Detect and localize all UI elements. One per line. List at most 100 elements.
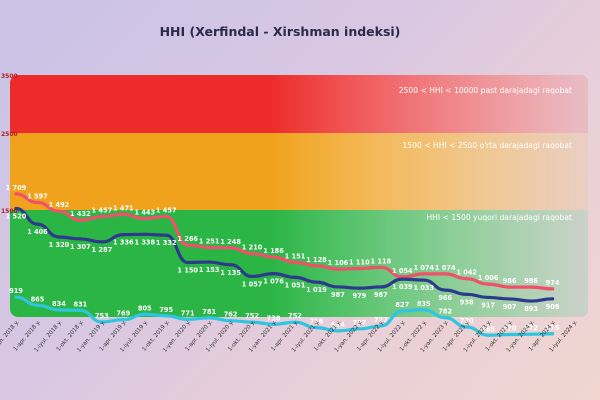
data-point xyxy=(14,295,18,299)
series-line-2 xyxy=(14,295,555,337)
data-label: 865 xyxy=(31,295,45,303)
data-point xyxy=(35,222,40,226)
data-label: 716 xyxy=(310,318,324,326)
data-label: 979 xyxy=(353,292,367,300)
data-label: 987 xyxy=(374,291,388,299)
data-point xyxy=(336,329,340,333)
data-label: 1 150 xyxy=(177,267,198,275)
data-point xyxy=(293,320,297,324)
data-point xyxy=(379,265,383,269)
data-label: 1 471 xyxy=(113,204,134,212)
data-point xyxy=(486,333,490,337)
data-point xyxy=(164,314,168,318)
data-point xyxy=(186,243,190,247)
data-point xyxy=(443,272,447,276)
data-label: 752 xyxy=(288,312,302,320)
data-point xyxy=(379,324,383,328)
data-point xyxy=(143,232,147,236)
data-label: 670 xyxy=(503,325,517,333)
data-point xyxy=(465,325,469,329)
data-point xyxy=(14,192,18,196)
data-label: 1 251 xyxy=(199,237,220,245)
data-point xyxy=(314,326,319,330)
data-point xyxy=(550,332,555,336)
data-point xyxy=(357,327,361,331)
data-label: 987 xyxy=(331,291,345,299)
data-point xyxy=(35,303,40,307)
data-label: 1 106 xyxy=(328,259,349,267)
data-label: 762 xyxy=(224,311,238,319)
data-label: 727 xyxy=(374,316,388,324)
data-label: 1 076 xyxy=(263,278,284,286)
data-point xyxy=(250,251,254,256)
data-point xyxy=(143,216,147,221)
data-label: 795 xyxy=(159,306,173,314)
data-point xyxy=(400,277,404,281)
data-label: 1 332 xyxy=(156,239,177,247)
data-label: 1 074 xyxy=(435,264,456,272)
data-point xyxy=(143,312,147,316)
data-point xyxy=(486,295,490,300)
data-label: 694 xyxy=(331,321,345,329)
data-point xyxy=(486,282,490,286)
data-point xyxy=(529,285,533,289)
data-label: 1 118 xyxy=(371,257,392,265)
data-point xyxy=(57,209,61,213)
data-point xyxy=(78,218,82,222)
data-label: 1 135 xyxy=(220,269,241,277)
data-point xyxy=(357,286,361,290)
data-point xyxy=(314,280,319,284)
data-point xyxy=(336,267,340,271)
data-point xyxy=(293,275,297,279)
data-point xyxy=(207,316,211,320)
data-label: 1 457 xyxy=(156,206,177,214)
data-label: 1 128 xyxy=(306,256,327,264)
data-point xyxy=(422,278,426,282)
data-point xyxy=(465,277,469,281)
data-label: 675 xyxy=(546,324,560,332)
data-label: 834 xyxy=(52,300,66,308)
data-label: 1 110 xyxy=(349,259,370,267)
data-label: 1 320 xyxy=(49,241,70,249)
data-label: 893 xyxy=(524,305,538,313)
data-point xyxy=(121,233,125,237)
chart-title: HHI (Xerfindal - Xirshman indeksi) xyxy=(159,24,401,39)
data-point xyxy=(443,316,447,320)
data-point xyxy=(57,235,61,239)
series-line-1 xyxy=(14,206,555,303)
data-point xyxy=(314,264,319,268)
data-label: 1 153 xyxy=(199,266,220,274)
plot-overlay xyxy=(10,75,588,317)
data-point xyxy=(121,318,125,322)
data-label: 1 597 xyxy=(27,193,48,201)
data-point xyxy=(271,255,276,259)
data-label: 1 520 xyxy=(6,212,27,220)
data-point xyxy=(250,274,254,279)
y-tick-label: 2500 xyxy=(1,131,18,138)
data-label: 1 432 xyxy=(70,210,91,218)
data-point xyxy=(508,332,512,337)
data-label: 1 210 xyxy=(242,244,263,252)
data-label: 1 019 xyxy=(306,286,327,294)
data-point xyxy=(164,233,168,237)
data-point xyxy=(422,308,426,312)
data-point xyxy=(357,266,361,271)
data-point xyxy=(100,214,104,219)
data-label: 1 033 xyxy=(413,284,434,292)
data-point xyxy=(379,285,383,289)
data-point xyxy=(207,245,211,249)
data-point xyxy=(508,285,512,289)
data-label: 907 xyxy=(503,303,517,311)
y-tick-label: 3500 xyxy=(1,73,18,80)
data-label: 769 xyxy=(116,310,130,318)
data-point xyxy=(14,206,18,211)
data-label: 1 042 xyxy=(456,269,477,277)
data-label: 672 xyxy=(524,324,538,332)
data-label: 831 xyxy=(74,300,88,308)
data-label: 986 xyxy=(503,277,517,285)
data-point xyxy=(550,287,555,291)
data-point xyxy=(508,297,512,301)
data-label: 835 xyxy=(417,300,431,308)
zone-label-0: 2500 < HHI < 10000 past darajadagi raqob… xyxy=(399,86,572,95)
